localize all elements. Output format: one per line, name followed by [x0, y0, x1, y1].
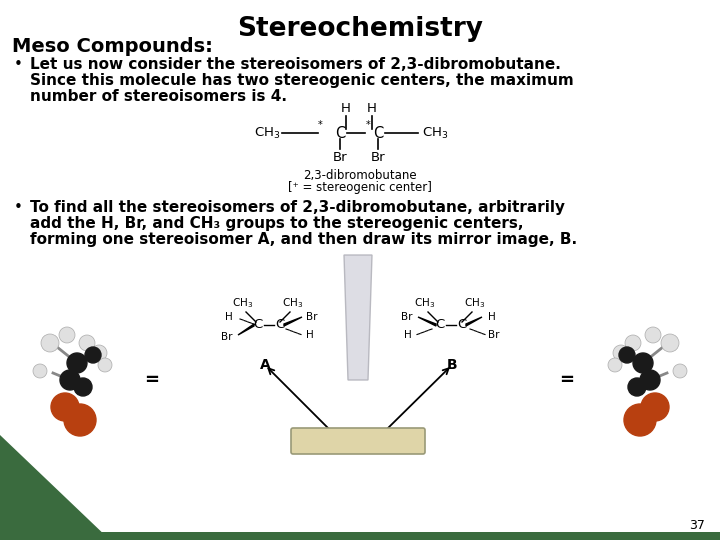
Polygon shape [344, 255, 372, 380]
Circle shape [98, 358, 112, 372]
Polygon shape [238, 324, 254, 335]
Text: C: C [457, 319, 467, 332]
Circle shape [633, 353, 653, 373]
Text: H: H [306, 330, 314, 340]
Text: •: • [14, 200, 23, 215]
Text: 37: 37 [689, 519, 705, 532]
Text: CH$_3$: CH$_3$ [233, 296, 253, 310]
Circle shape [625, 335, 641, 351]
Circle shape [673, 364, 687, 378]
Circle shape [613, 345, 629, 361]
Circle shape [608, 358, 622, 372]
Text: enantiomers: enantiomers [319, 435, 397, 448]
Text: H: H [488, 312, 496, 322]
Text: Since this molecule has two stereogenic centers, the maximum: Since this molecule has two stereogenic … [30, 73, 574, 88]
Text: To find all the stereoisomers of 2,3-dibromobutane, arbitrarily: To find all the stereoisomers of 2,3-dib… [30, 200, 565, 215]
Text: 2,3-dibromobutane: 2,3-dibromobutane [303, 169, 417, 182]
Text: H: H [367, 102, 377, 115]
Text: =: = [559, 371, 575, 389]
FancyBboxPatch shape [291, 428, 425, 454]
Text: C: C [436, 319, 445, 332]
Text: Br: Br [400, 312, 412, 322]
Text: •: • [14, 57, 23, 72]
Circle shape [74, 378, 92, 396]
Polygon shape [0, 435, 110, 540]
Text: C: C [253, 319, 263, 332]
Polygon shape [284, 317, 302, 326]
Polygon shape [466, 317, 482, 326]
Text: CH$_3$: CH$_3$ [415, 296, 436, 310]
Circle shape [645, 327, 661, 343]
Text: *: * [366, 120, 370, 130]
Polygon shape [418, 317, 436, 326]
Text: C: C [373, 125, 383, 140]
Circle shape [33, 364, 47, 378]
Circle shape [661, 334, 679, 352]
Text: CH$_3$: CH$_3$ [253, 125, 280, 140]
Text: CH$_3$: CH$_3$ [282, 296, 304, 310]
Circle shape [91, 345, 107, 361]
Text: Let us now consider the stereoisomers of 2,3-dibromobutane.: Let us now consider the stereoisomers of… [30, 57, 561, 72]
Circle shape [64, 404, 96, 436]
Text: Br: Br [488, 330, 500, 340]
Text: Meso Compounds:: Meso Compounds: [12, 37, 213, 56]
Text: Br: Br [333, 151, 347, 164]
Text: CH$_3$: CH$_3$ [464, 296, 485, 310]
Circle shape [628, 378, 646, 396]
Text: [⁺ = stereogenic center]: [⁺ = stereogenic center] [288, 181, 432, 194]
Circle shape [619, 347, 635, 363]
Text: Br: Br [306, 312, 318, 322]
Circle shape [41, 334, 59, 352]
Circle shape [59, 327, 75, 343]
Text: =: = [145, 371, 160, 389]
Circle shape [641, 393, 669, 421]
Text: A: A [260, 358, 271, 372]
Circle shape [85, 347, 101, 363]
Text: *: * [318, 120, 323, 130]
Text: H: H [225, 312, 233, 322]
Text: H: H [341, 102, 351, 115]
Text: C: C [275, 319, 284, 332]
Text: number of stereoisomers is 4.: number of stereoisomers is 4. [30, 89, 287, 104]
Circle shape [60, 370, 80, 390]
Circle shape [624, 404, 656, 436]
Text: CH$_3$: CH$_3$ [422, 125, 449, 140]
Text: H: H [404, 330, 412, 340]
Circle shape [79, 335, 95, 351]
Circle shape [67, 353, 87, 373]
Text: Stereochemistry: Stereochemistry [237, 16, 483, 42]
Polygon shape [0, 532, 720, 540]
Text: Br: Br [371, 151, 385, 164]
Text: C: C [335, 125, 345, 140]
Text: add the H, Br, and CH₃ groups to the stereogenic centers,: add the H, Br, and CH₃ groups to the ste… [30, 216, 523, 231]
Circle shape [640, 370, 660, 390]
Circle shape [51, 393, 79, 421]
Text: B: B [446, 358, 457, 372]
Text: forming one stereoisomer A, and then draw its mirror image, B.: forming one stereoisomer A, and then dra… [30, 232, 577, 247]
Text: Br: Br [222, 332, 233, 342]
